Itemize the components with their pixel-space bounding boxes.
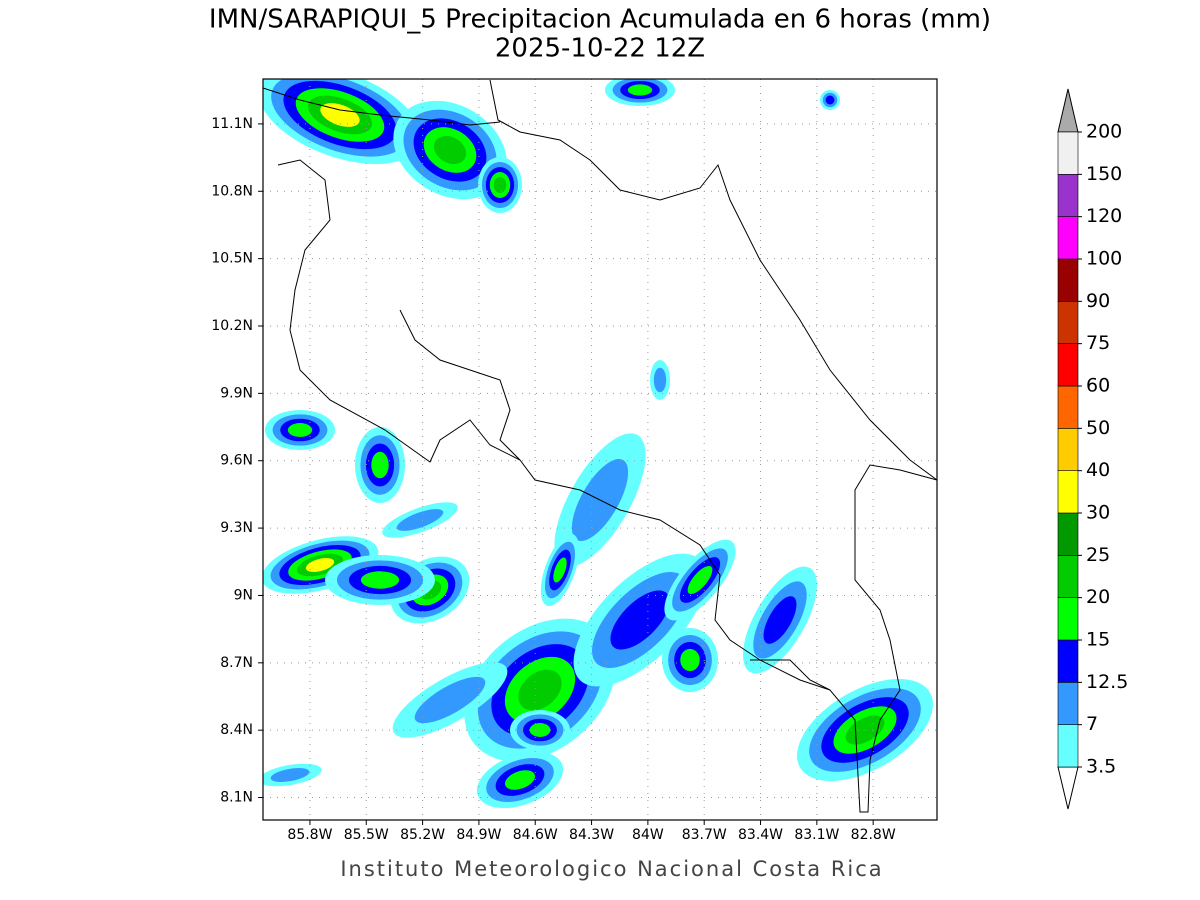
colorbar-label: 50 bbox=[1086, 417, 1110, 439]
colorbar-label: 120 bbox=[1086, 205, 1122, 227]
colorbar-under bbox=[1057, 766, 1079, 810]
colorbar-segment bbox=[1057, 555, 1079, 598]
precip-contour bbox=[518, 669, 562, 711]
colorbar: 3.5 7 12.5 15 20 25 30 40 50 60 75 90 100 120 150 200 bbox=[1057, 88, 1128, 810]
pacific-coast bbox=[277, 159, 938, 813]
colorbar-segment bbox=[1057, 343, 1079, 387]
colorbar-label: 60 bbox=[1086, 375, 1110, 397]
colorbar-label: 150 bbox=[1086, 163, 1122, 185]
grid bbox=[263, 79, 937, 820]
lon-tick-label: 85.2W bbox=[400, 827, 445, 843]
colorbar-segment bbox=[1057, 131, 1079, 175]
precip-field bbox=[263, 79, 933, 809]
colorbar-label: 30 bbox=[1086, 502, 1110, 524]
lat-tick-label: 8.1N bbox=[220, 790, 253, 806]
precip-contour bbox=[529, 723, 551, 737]
colorbar-segment bbox=[1057, 428, 1079, 471]
colorbar-segment bbox=[1057, 385, 1079, 429]
colorbar-segment bbox=[1057, 258, 1079, 302]
panama-border bbox=[750, 659, 831, 691]
colorbar-segment bbox=[1057, 512, 1079, 556]
lat-tick-label: 9.9N bbox=[220, 385, 253, 401]
lat-tick-label: 9.3N bbox=[220, 520, 253, 536]
precip-contour bbox=[687, 565, 713, 595]
colorbar-label: 20 bbox=[1086, 586, 1110, 608]
colorbar-over bbox=[1057, 88, 1079, 133]
colorbar-label: 100 bbox=[1086, 248, 1122, 270]
colorbar-label: 200 bbox=[1086, 121, 1122, 143]
lat-tick-label: 10.5N bbox=[211, 251, 253, 267]
colorbar-label: 3.5 bbox=[1086, 756, 1116, 778]
title: IMN/SARAPIQUI_5 Precipitacion Acumulada … bbox=[209, 5, 991, 35]
lat-tick-label: 10.8N bbox=[211, 183, 253, 199]
gulf-coast bbox=[399, 309, 521, 461]
precip-contour bbox=[371, 451, 389, 479]
colorbar-segment bbox=[1057, 470, 1079, 514]
colorbar-label: 25 bbox=[1086, 544, 1110, 566]
lat-tick-label: 11.1N bbox=[211, 116, 253, 132]
lon-tick-label: 84W bbox=[632, 827, 664, 843]
lat-tick-label: 9.6N bbox=[220, 453, 253, 469]
map-frame bbox=[262, 78, 938, 821]
caribbean-coast bbox=[489, 79, 938, 481]
lat-tick-label: 10.2N bbox=[211, 318, 253, 334]
lon-tick-label: 84.3W bbox=[569, 827, 614, 843]
colorbar-segment bbox=[1057, 597, 1079, 641]
precip-contour bbox=[627, 84, 653, 96]
colorbar-label: 12.5 bbox=[1086, 671, 1128, 693]
lon-tick-label: 85.8W bbox=[287, 827, 332, 843]
precip-contour bbox=[493, 177, 507, 193]
coastlines bbox=[262, 79, 938, 813]
colorbar-segment bbox=[1057, 639, 1079, 683]
colorbar-segment bbox=[1057, 724, 1079, 768]
subtitle: 2025-10-22 12Z bbox=[495, 34, 705, 64]
lon-tick-label: 84.9W bbox=[456, 827, 501, 843]
colorbar-segment bbox=[1057, 174, 1079, 217]
precip-contour bbox=[360, 571, 400, 589]
border bbox=[262, 87, 501, 126]
precip-contour bbox=[433, 135, 467, 165]
colorbar-label: 7 bbox=[1086, 713, 1098, 735]
footer: Instituto Meteorologico Nacional Costa R… bbox=[340, 857, 883, 881]
lon-tick-label: 85.5W bbox=[344, 827, 389, 843]
lon-tick-label: 84.6W bbox=[513, 827, 558, 843]
precip-contour bbox=[653, 367, 667, 393]
precip-contour bbox=[320, 103, 360, 127]
colorbar-segment bbox=[1057, 216, 1079, 260]
colorbar-label: 90 bbox=[1086, 290, 1110, 312]
colorbar-segment bbox=[1057, 301, 1079, 344]
lon-tick-label: 83.4W bbox=[738, 827, 783, 843]
precip-contour bbox=[680, 648, 700, 672]
precip-contour bbox=[763, 596, 797, 644]
precip-contour bbox=[825, 95, 835, 105]
colorbar-segment bbox=[1057, 682, 1079, 725]
lon-tick-label: 83.1W bbox=[794, 827, 839, 843]
precip-contour bbox=[305, 558, 335, 572]
lat-tick-label: 9N bbox=[234, 587, 253, 603]
lat-tick-label: 8.4N bbox=[220, 722, 253, 738]
precip-contour bbox=[414, 676, 486, 724]
lon-tick-label: 82.8W bbox=[851, 827, 896, 843]
precip-contour bbox=[270, 768, 310, 782]
precip-contour bbox=[504, 770, 536, 790]
lat-tick-label: 8.7N bbox=[220, 655, 253, 671]
lon-tick-label: 83.7W bbox=[682, 827, 727, 843]
precip-contour bbox=[610, 590, 670, 650]
precip-contour bbox=[553, 557, 567, 583]
axes: 11.1N 10.8N 10.5N 10.2N 9.9N 9.6N 9.3N 9N 8.7N 8.… bbox=[211, 116, 895, 843]
precip-contour bbox=[396, 509, 444, 531]
colorbar-label: 75 bbox=[1086, 332, 1110, 354]
colorbar-label: 40 bbox=[1086, 459, 1110, 481]
colorbar-label: 15 bbox=[1086, 629, 1110, 651]
precip-contour bbox=[287, 423, 313, 437]
